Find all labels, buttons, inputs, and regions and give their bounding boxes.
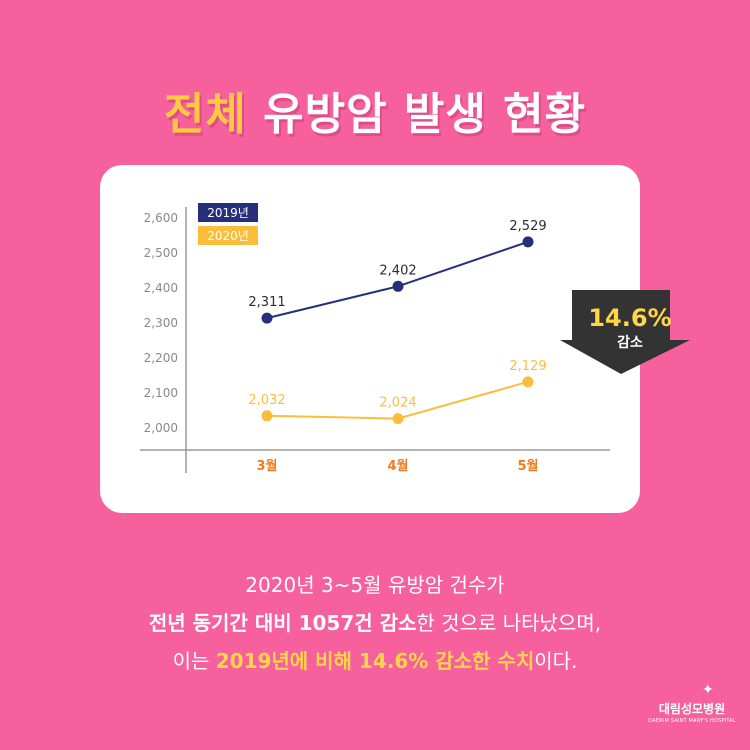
x-tick-label: 5월 xyxy=(517,458,538,474)
y-tick-label: 2,000 xyxy=(144,421,178,435)
x-tick-label: 4월 xyxy=(387,458,408,474)
caption-line-3-start: 이는 xyxy=(172,649,216,673)
y-tick-label: 2,600 xyxy=(144,211,178,225)
legend-label: 2019년 xyxy=(207,206,249,220)
caption-line-3-highlight: 2019년에 비해 14.6% 감소한 수치 xyxy=(215,649,535,673)
data-label: 2,402 xyxy=(379,263,416,278)
data-label: 2,311 xyxy=(248,295,285,310)
data-label: 2,032 xyxy=(248,393,285,408)
y-tick-label: 2,400 xyxy=(144,281,178,295)
caption-line-2: 전년 동기간 대비 1057건 감소한 것으로 나타났으며, xyxy=(0,604,750,642)
data-point xyxy=(261,410,273,422)
data-label: 2,529 xyxy=(509,219,546,234)
data-point xyxy=(261,312,273,324)
chart-card xyxy=(100,165,640,513)
caption: 2020년 3~5월 유방암 건수가 전년 동기간 대비 1057건 감소한 것… xyxy=(0,566,750,680)
line-chart: 2,000 2,100 2,200 2,300 2,400 2,500 2,600 3월 4월 5… xyxy=(140,203,610,474)
y-tick-label: 2,300 xyxy=(144,316,178,330)
series-line xyxy=(266,240,529,320)
title-highlight: 전체 xyxy=(163,89,247,140)
star-icon: ✦ xyxy=(702,682,714,698)
badge-label: 감소 xyxy=(617,335,643,351)
data-label: 2,024 xyxy=(379,396,416,411)
y-tick-label: 2,500 xyxy=(144,246,178,260)
logo-subtitle: DAERIM SAINT MARY'S HOSPITAL xyxy=(648,718,736,724)
data-point xyxy=(392,413,404,425)
badge-value: 14.6% xyxy=(588,304,672,332)
x-tick-label: 3월 xyxy=(256,458,277,474)
data-point xyxy=(522,236,534,248)
decrease-badge: 14.6% 감소 xyxy=(560,290,700,378)
y-tick-label: 2,100 xyxy=(144,386,178,400)
caption-line-1: 2020년 3~5월 유방암 건수가 xyxy=(245,573,505,597)
caption-line-2-rest: 한 것으로 나타났으며, xyxy=(416,611,602,635)
hospital-logo: ✦ 대림성모병원 DAERIM SAINT MARY'S HOSPITAL xyxy=(644,682,740,724)
data-point xyxy=(522,376,534,388)
caption-line-2-bold: 전년 동기간 대비 1057건 감소 xyxy=(148,611,417,635)
caption-line-3: 이는 2019년에 비해 14.6% 감소한 수치이다. xyxy=(0,642,750,680)
data-point xyxy=(392,280,404,292)
legend-swatch xyxy=(198,226,258,245)
data-label: 2,129 xyxy=(509,359,546,374)
page-title: 전체 유방암 발생 현황 xyxy=(0,78,750,142)
legend-label: 2020년 xyxy=(207,229,249,243)
caption-line-3-end: 이다. xyxy=(534,649,578,673)
y-tick-label: 2,200 xyxy=(144,351,178,365)
legend-swatch xyxy=(198,203,258,222)
arrow-down-icon xyxy=(560,290,690,374)
logo-name: 대림성모병원 xyxy=(658,702,726,716)
title-rest: 유방암 발생 현황 xyxy=(246,89,587,140)
